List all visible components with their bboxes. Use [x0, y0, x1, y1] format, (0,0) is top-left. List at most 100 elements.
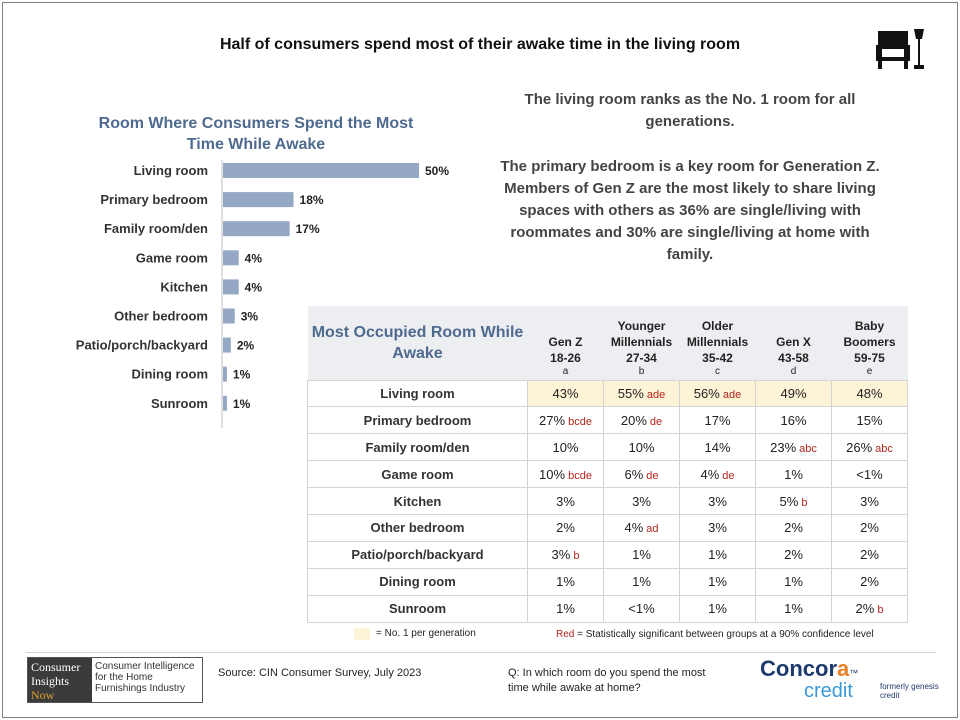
table-column-header: Gen Z 18-26 a [527, 306, 604, 380]
column-age-range: 18-26 [550, 350, 581, 365]
column-name: Gen Z [548, 334, 583, 349]
significance-letters: bcde [568, 415, 592, 428]
table-cell: 1% [755, 567, 832, 596]
page-title: Half of consumers spend most of their aw… [219, 36, 741, 53]
table-row: Living room 43% 55% ade 56% ade 49% 48% [307, 379, 908, 408]
cell-value: 2% [860, 574, 879, 590]
highlight-legend-text: = No. 1 per generation [376, 628, 476, 639]
table-column-header: Gen X 43-58 d [755, 306, 832, 380]
significance-letters: abc [799, 442, 817, 455]
cell-value: 27% [539, 412, 566, 428]
cin-logo-mark: Consumer Insights Now [28, 658, 92, 702]
cell-value: 10% [539, 466, 566, 482]
table-cell: 17% [679, 406, 756, 435]
cin-logo: Consumer Insights Now Consumer Intellige… [27, 657, 203, 703]
cell-value: 2% [855, 601, 875, 617]
table-cell: 3% [831, 487, 908, 515]
table-cell: <1% [831, 460, 908, 489]
footer-divider [26, 652, 936, 653]
column-letter: a [562, 365, 569, 377]
table-row: Kitchen 3% 3% 3% 5% b 3% [307, 487, 908, 515]
cell-value: 49% [780, 385, 807, 401]
cell-value: 43% [552, 385, 579, 401]
table-cell: 48% [831, 379, 908, 408]
table-title: Most Occupied Room While Awake [307, 306, 528, 380]
cell-value: 10% [552, 439, 579, 455]
row-label: Game room [307, 460, 528, 489]
significance-letters: ade [646, 388, 666, 401]
note-primary-bedroom: The primary bedroom is a key room for Ge… [500, 158, 880, 263]
cell-value: 1% [556, 601, 575, 617]
bar-value-label: 1% [233, 397, 251, 411]
column-name: Older Millennials [686, 318, 749, 349]
cell-value: <1% [628, 601, 655, 617]
cell-value: 2% [556, 520, 575, 536]
table-cell: 5% b [755, 487, 832, 515]
cell-value: 4% [624, 520, 644, 536]
table-cell: 4% de [679, 460, 756, 489]
bar [223, 192, 294, 208]
bar-value-label: 4% [245, 251, 263, 265]
bar [223, 163, 419, 178]
table-cell: 3% [679, 487, 756, 515]
table-cell: 2% [755, 513, 832, 542]
significance-letters: b [573, 550, 580, 563]
concora-word-prefix: Concor [760, 656, 837, 681]
bar-category-label: Sunroom [151, 396, 208, 411]
table-cell: 10% [527, 433, 604, 462]
significance-legend: Red = Statistically significant between … [556, 629, 874, 640]
table-row: Dining room 1% 1% 1% 1% 2% [307, 567, 908, 596]
cell-value: 10% [628, 439, 655, 455]
cell-value: 1% [784, 601, 803, 617]
cell-value: 17% [704, 412, 731, 428]
table-column-header: Older Millennials 35-42 c [679, 306, 756, 380]
source-text: Source: CIN Consumer Survey, July 2023 [218, 667, 422, 679]
bar [223, 337, 231, 353]
bar [223, 366, 227, 382]
significance-letters: b [801, 496, 808, 509]
bar-value-label: 50% [425, 164, 449, 178]
highlight-legend-swatch [354, 628, 370, 640]
cin-logo-line1: Consumer [31, 660, 81, 674]
table-row: Game room 10% bcde 6% de 4% de 1% <1% [307, 460, 908, 489]
column-name: Younger Millennials [610, 318, 673, 349]
bar-value-label: 1% [233, 368, 251, 382]
table-cell: 2% [831, 513, 908, 542]
cell-value: 3% [708, 493, 727, 509]
cell-value: 1% [784, 574, 803, 590]
bar-category-label: Family room/den [104, 221, 208, 236]
cell-value: 3% [551, 547, 571, 563]
table-cell: 1% [679, 594, 756, 623]
table-row: Sunroom 1% <1% 1% 1% 2% b [307, 594, 908, 623]
cell-value: 6% [624, 466, 644, 482]
significance-letters: ad [646, 523, 659, 536]
cell-value: 4% [700, 466, 720, 482]
cin-logo-tagline: Consumer Intelligence for the Home Furni… [95, 661, 195, 694]
cell-value: 56% [693, 385, 720, 401]
table-cell: 15% [831, 406, 908, 435]
significance-letters: bcde [568, 469, 592, 482]
table-column-header: Younger Millennials 27-34 b [603, 306, 680, 380]
column-age-range: 43-58 [778, 350, 809, 365]
concora-credit: credit [804, 680, 853, 702]
cell-value: 23% [770, 439, 797, 455]
table-cell: 27% bcde [527, 406, 604, 435]
cell-value: 1% [632, 547, 651, 563]
table-row: Family room/den 10% 10% 14% 23% abc 26% abc [307, 433, 908, 462]
significance-letters: b [877, 604, 884, 617]
column-name: Baby Boomers [843, 318, 896, 349]
table-cell: 56% ade [679, 379, 756, 408]
bar-category-label: Patio/porch/backyard [76, 338, 208, 353]
table-row: Other bedroom 2% 4% ad 3% 2% 2% [307, 513, 908, 542]
cell-value: 16% [780, 412, 807, 428]
table-cell: 2% b [831, 594, 908, 623]
bar-category-label: Primary bedroom [100, 192, 208, 207]
significance-legend-text: = Statistically significant between grou… [574, 629, 874, 640]
table-cell: 1% [603, 540, 680, 569]
bar-chart-title: Room Where Consumers Spend the Most Time… [98, 115, 414, 153]
cell-value: 20% [620, 412, 647, 428]
column-age-range: 59-75 [854, 350, 885, 365]
question-text: Q: In which room do you spend the most t… [508, 667, 706, 694]
cin-logo-line2: Insights [31, 674, 70, 688]
table-cell: 2% [831, 540, 908, 569]
